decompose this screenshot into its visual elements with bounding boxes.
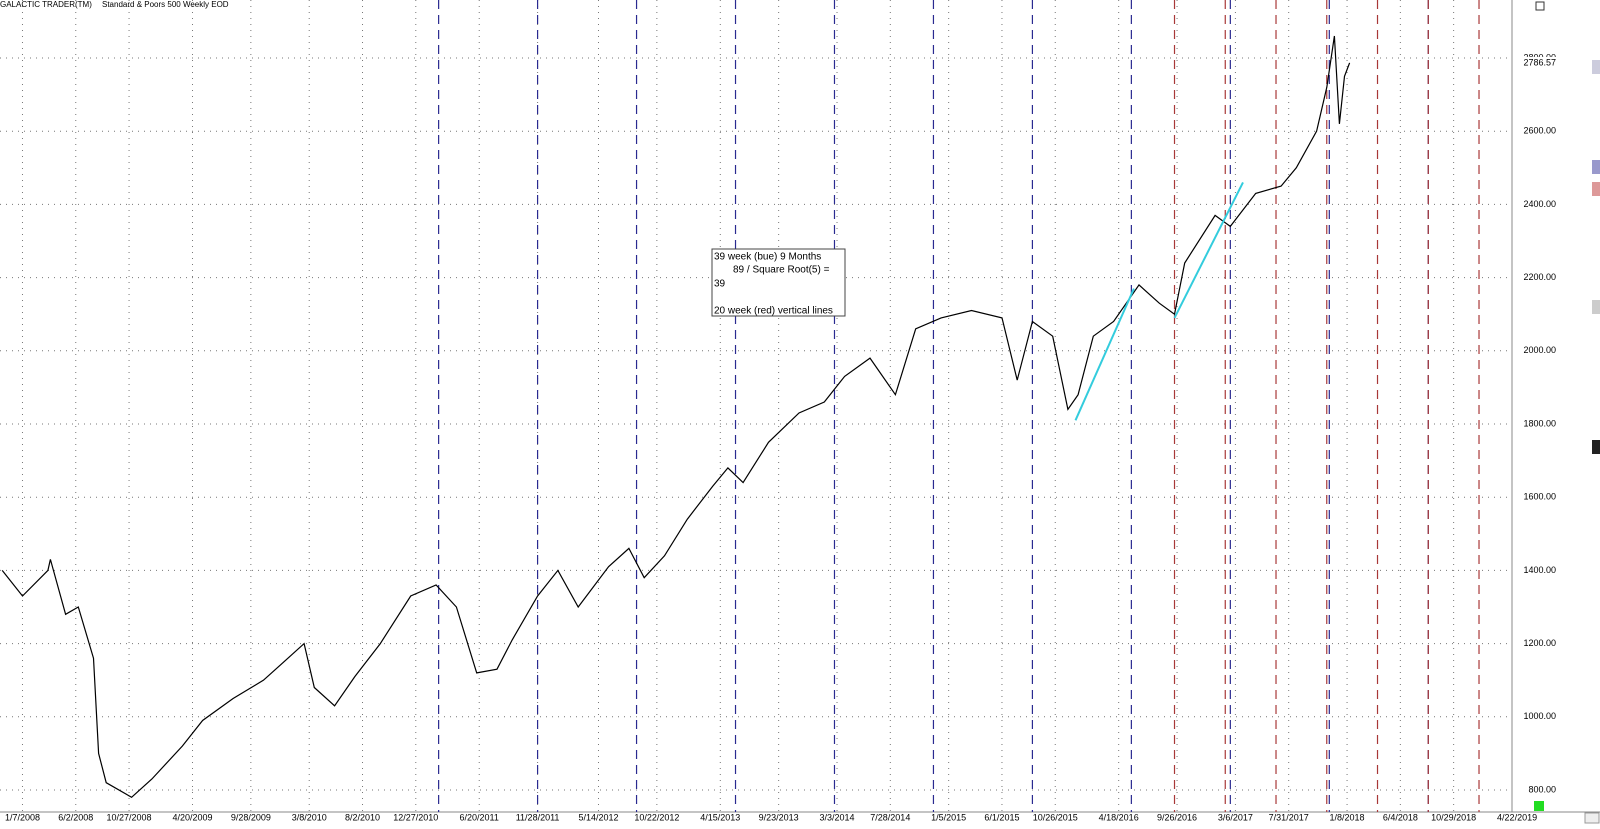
annotation-line: 39 week (bue) 9 Months	[714, 252, 821, 263]
x-tick-label: 10/22/2012	[634, 812, 679, 822]
y-tick-label: 1400.00	[1523, 565, 1556, 575]
price	[1, 35, 1351, 799]
x-tick-label: 6/20/2011	[460, 812, 499, 822]
y-tick-label: 1200.00	[1523, 638, 1556, 648]
x-tick-label: 4/22/2019	[1497, 812, 1537, 822]
y-tick-label: 1600.00	[1523, 492, 1556, 502]
x-tick-label: 4/18/2016	[1099, 812, 1139, 822]
annotation-line: 89 / Square Root(5) =	[733, 265, 830, 276]
last-price-label: 2786.57	[1523, 57, 1556, 67]
y-tick-label: 2400.00	[1523, 199, 1556, 209]
symbol-title: Standard & Poors 500 Weekly EOD	[102, 0, 229, 9]
x-tick-label: 12/27/2010	[393, 812, 438, 822]
y-tick-label: 2600.00	[1523, 126, 1556, 136]
x-tick-label: 9/28/2009	[231, 812, 271, 822]
tool-icon[interactable]	[1592, 300, 1600, 314]
x-tick-label: 1/8/2018	[1330, 812, 1365, 822]
x-tick-label: 9/26/2016	[1157, 812, 1197, 822]
x-tick-label: 10/29/2018	[1431, 812, 1476, 822]
y-tick-label: 2000.00	[1523, 345, 1556, 355]
x-tick-label: 4/20/2009	[172, 812, 212, 822]
x-tick-label: 1/5/2015	[931, 812, 966, 822]
x-tick-label: 3/3/2014	[819, 812, 854, 822]
tool-icon[interactable]	[1592, 160, 1600, 174]
axes: 800.00 1000.00 1200.00 1400.00 1600.00 1800.0…	[5, 52, 1558, 822]
x-tick-label: 10/27/2008	[107, 812, 152, 822]
x-tick-label: 11/28/2011	[516, 812, 560, 822]
tool-icon[interactable]	[1592, 182, 1600, 196]
annotation-line: 39	[714, 279, 726, 290]
toolbar-button[interactable]	[1535, 1, 1545, 11]
annotation-line: 20 week (red) vertical lines	[714, 306, 833, 317]
y-tick-label: 800.00	[1528, 784, 1556, 794]
cycle-lines	[438, 0, 1480, 812]
tool-icon[interactable]	[1592, 60, 1600, 74]
x-tick-label: 10/26/2015	[1033, 812, 1078, 822]
annotation-box	[711, 248, 846, 317]
x-tick-label: 5/14/2012	[578, 812, 618, 822]
toolbar	[1534, 1, 1600, 824]
y-tick-label: 2200.00	[1523, 272, 1556, 282]
x-tick-label: 9/23/2013	[759, 812, 799, 822]
tool-icon[interactable]	[1592, 440, 1600, 454]
x-tick-label: 6/1/2015	[984, 812, 1019, 822]
last-price-box	[1516, 56, 1558, 69]
x-tick-label: 3/6/2017	[1218, 812, 1253, 822]
x-tick-label: 4/15/2013	[700, 812, 740, 822]
price-line	[1, 35, 1351, 799]
x-tick-label: 3/8/2010	[292, 812, 327, 822]
trend-line	[1173, 181, 1244, 319]
x-tick-label: 7/28/2014	[870, 812, 910, 822]
x-tick-label: 6/4/2018	[1383, 812, 1418, 822]
y-tick-label: 1000.00	[1523, 711, 1556, 721]
y-tick-label: 1800.00	[1523, 418, 1556, 428]
toolbar-button[interactable]	[1584, 812, 1600, 824]
x-tick-label: 1/7/2008	[5, 812, 40, 822]
x-tick-label: 7/31/2017	[1269, 812, 1309, 822]
trend-line	[1074, 288, 1135, 421]
x-tick-label: 8/2/2010	[345, 812, 380, 822]
status-indicator	[1534, 801, 1544, 811]
app-title: GALACTIC TRADER(TM)	[0, 0, 92, 9]
x-tick-label: 6/2/2008	[58, 812, 93, 822]
